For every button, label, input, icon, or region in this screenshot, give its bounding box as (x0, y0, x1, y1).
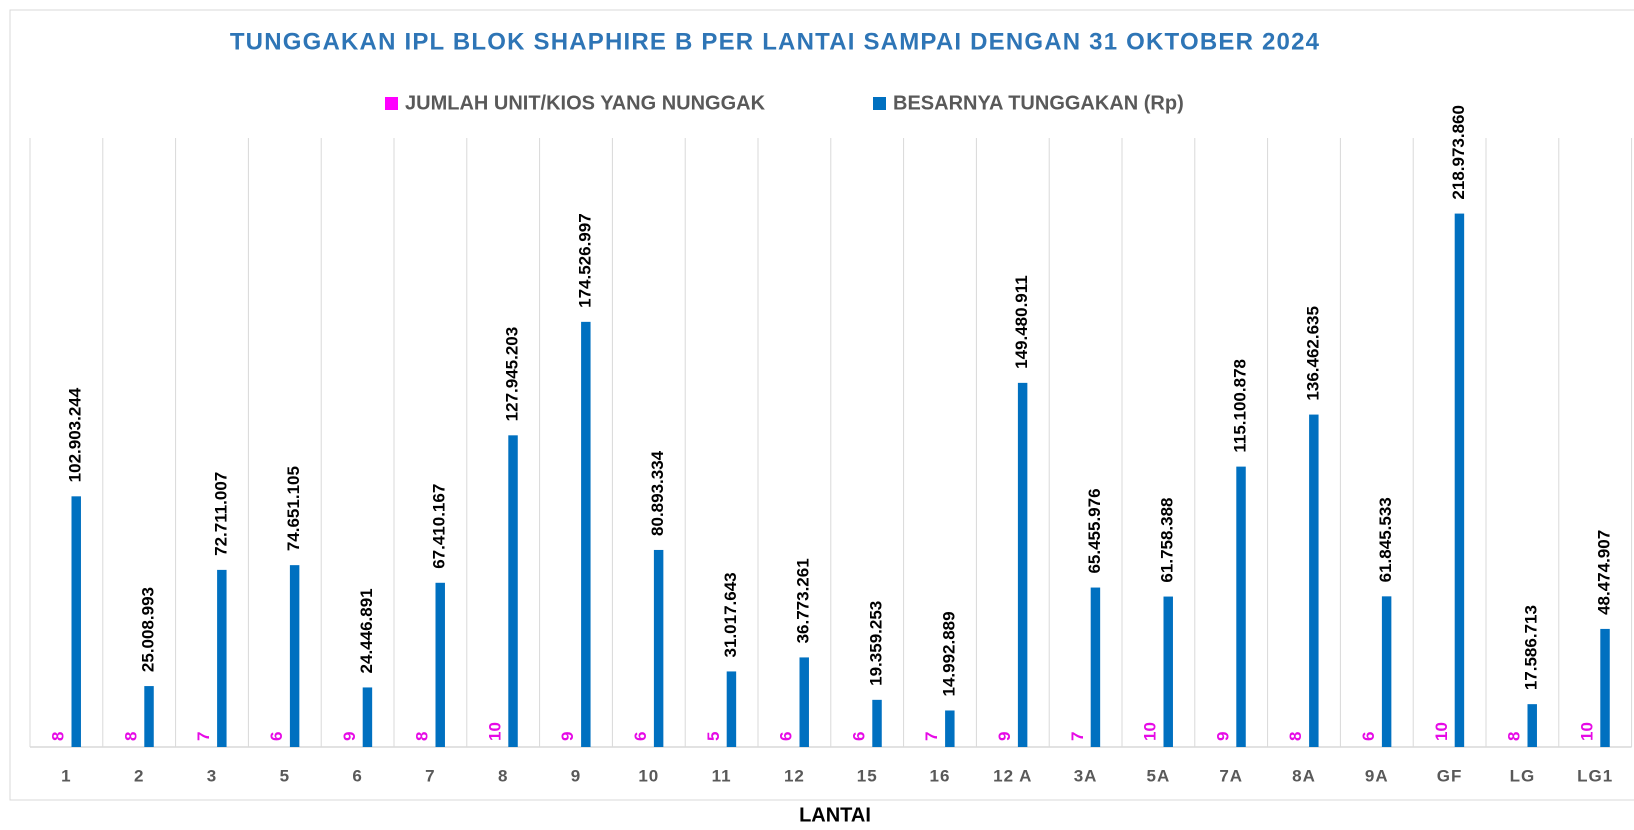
data-label: 10 (1141, 722, 1160, 741)
data-label: 19.359.253 (867, 601, 886, 686)
x-tick-label: 15 (857, 766, 878, 785)
data-label: 5 (704, 732, 723, 741)
x-tick-label: LG (1510, 766, 1536, 785)
data-label: 6 (631, 732, 650, 741)
x-tick-label: 12 A (993, 766, 1032, 785)
bar (1309, 414, 1319, 747)
bar (144, 686, 154, 747)
data-label: 14.992.889 (939, 611, 958, 696)
bar (1454, 213, 1465, 747)
data-label: 10 (1432, 722, 1451, 741)
bar (581, 321, 591, 747)
data-label: 115.100.878 (1231, 359, 1250, 453)
data-label: 136.462.635 (1303, 306, 1322, 401)
x-tick-label: 9 (571, 766, 581, 785)
data-label: 8 (49, 732, 68, 741)
x-tick-label: GF (1437, 766, 1463, 785)
data-label: 127.945.203 (503, 327, 522, 422)
data-label: 6 (777, 732, 796, 741)
data-label: 9 (340, 732, 359, 741)
x-tick-label: 5 (280, 766, 290, 785)
x-tick-label: LG1 (1577, 766, 1613, 785)
data-label: 65.455.976 (1085, 488, 1104, 573)
bar (1600, 628, 1610, 747)
x-tick-label: 16 (930, 766, 951, 785)
data-label: 174.526.997 (575, 213, 594, 308)
data-label: 61.845.533 (1376, 497, 1395, 582)
bar (653, 549, 664, 747)
data-label: 31.017.643 (721, 572, 740, 657)
data-label: 74.651.105 (284, 466, 303, 551)
data-label: 8 (1286, 732, 1305, 741)
data-label: 61.758.388 (1158, 497, 1177, 582)
bar (945, 710, 955, 747)
data-label: 218.973.860 (1449, 105, 1468, 200)
x-tick-label: 7 (425, 766, 435, 785)
data-label: 9 (1213, 732, 1232, 741)
bar (289, 565, 300, 747)
data-label: 36.773.261 (794, 558, 813, 643)
data-label: 72.711.007 (211, 472, 230, 556)
bar (1527, 704, 1537, 747)
data-label: 6 (849, 732, 868, 741)
x-tick-label: 10 (638, 766, 659, 785)
legend-swatch (385, 97, 398, 110)
data-label: 9 (558, 732, 577, 741)
data-label: 8 (121, 732, 140, 741)
x-tick-label: 9A (1365, 766, 1389, 785)
x-tick-label: 6 (352, 766, 362, 785)
x-tick-label: 2 (134, 766, 144, 785)
data-label: 9 (995, 732, 1014, 741)
legend-label: BESARNYA TUNGGAKAN (Rp) (893, 92, 1184, 114)
data-label: 8 (1505, 732, 1524, 741)
x-tick-label: 3A (1074, 766, 1098, 785)
bar (1090, 587, 1101, 747)
x-tick-label: 8 (498, 766, 508, 785)
bar (799, 657, 809, 747)
data-label: 67.410.167 (430, 484, 449, 569)
x-tick-label: 5A (1147, 766, 1171, 785)
bar (1236, 466, 1246, 747)
bar (71, 496, 81, 747)
x-tick-label: 11 (712, 766, 732, 785)
data-label: 8 (413, 732, 432, 741)
data-label: 7 (922, 732, 941, 741)
x-tick-label: 7A (1219, 766, 1243, 785)
data-label: 149.480.911 (1012, 275, 1031, 369)
x-axis-title: LANTAI (799, 804, 871, 826)
data-label: 17.586.713 (1522, 605, 1541, 690)
bar (508, 435, 518, 747)
data-label: 6 (1359, 732, 1378, 741)
bar (217, 569, 227, 747)
bar (872, 699, 882, 747)
bar (362, 687, 373, 747)
chart-title: TUNGGAKAN IPL BLOK SHAPHIRE B PER LANTAI… (230, 28, 1320, 55)
data-label: 10 (485, 722, 504, 741)
bar (1017, 382, 1028, 747)
data-label: 48.474.907 (1595, 530, 1614, 615)
data-label: 24.446.891 (357, 588, 376, 673)
legend-label: JUMLAH UNIT/KIOS YANG NUNGGAK (405, 92, 766, 114)
data-label: 25.008.993 (139, 587, 158, 672)
bar (726, 671, 737, 747)
bar (1381, 596, 1392, 747)
bar (435, 582, 445, 747)
data-label: 6 (267, 732, 286, 741)
x-tick-label: 1 (61, 766, 71, 785)
chart-border (9, 9, 1634, 801)
data-label: 102.903.244 (66, 387, 85, 482)
x-tick-label: 8A (1292, 766, 1316, 785)
data-label: 10 (1577, 722, 1596, 741)
x-tick-label: 3 (207, 766, 217, 785)
data-label: 7 (1068, 732, 1087, 741)
data-label: 80.893.334 (648, 450, 667, 536)
bar (1163, 596, 1173, 747)
x-tick-label: 12 (784, 766, 805, 785)
data-label: 7 (194, 732, 213, 741)
legend-swatch (873, 97, 886, 110)
